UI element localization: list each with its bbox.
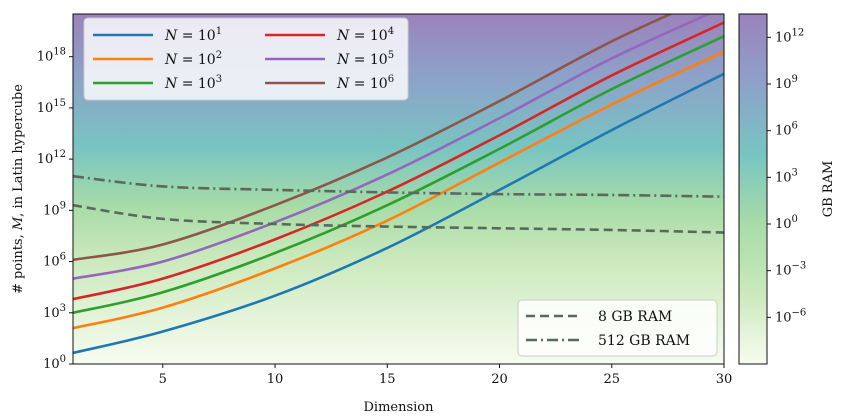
y-tick-label: 103 — [43, 303, 66, 321]
series-line-6 — [73, 14, 674, 262]
series-line-4 — [73, 21, 724, 301]
colorbar-label: GB RAM — [821, 161, 836, 218]
colorbar-tick-label: 100 — [775, 214, 798, 232]
y-tick-label: 1018 — [37, 47, 66, 65]
series-line-7 — [73, 203, 724, 234]
plot-frame — [72, 13, 725, 365]
x-tick-label: 25 — [603, 372, 620, 387]
legend-top-label: N = 101 — [164, 26, 222, 44]
legend-top-label: N = 104 — [336, 26, 394, 44]
legend-top-label: N = 105 — [336, 50, 394, 68]
legend-top-label: N = 102 — [164, 50, 222, 68]
legend-bottom-label: 8 GB RAM — [598, 309, 672, 325]
legend-top: N = 101 N = 102 N = 103 N = 104 N = 105 N = 1… — [83, 17, 409, 101]
legend-top-label: N = 106 — [336, 74, 394, 92]
y-tick-label: 1012 — [37, 149, 66, 167]
x-tick-label: 20 — [491, 372, 508, 387]
series-line-5 — [73, 14, 712, 280]
legend-bottom-label: 512 GB RAM — [598, 333, 690, 349]
y-axis-ticks: 100 103 106 109 1012 1015 1018 — [37, 47, 73, 372]
colorbar-tick-label: 1012 — [775, 27, 804, 45]
y-tick-label: 100 — [43, 354, 66, 372]
legend-top-label: N = 103 — [164, 74, 222, 92]
colorbar-bar — [738, 13, 768, 365]
x-tick-label: 10 — [267, 372, 284, 387]
series-line-8 — [73, 174, 724, 198]
colorbar-tick-label: 109 — [775, 74, 798, 92]
legend-top-box — [83, 17, 409, 101]
series-line-3 — [73, 35, 724, 315]
legend-bottom-box — [517, 299, 718, 357]
x-axis-ticks: 5 10 15 20 25 30 — [159, 364, 733, 387]
colorbar-tick-label: 10−6 — [775, 307, 806, 325]
series-line-1 — [73, 72, 724, 355]
x-axis-label: Dimension — [363, 400, 434, 415]
series-layer — [73, 14, 724, 355]
x-tick-label: 15 — [379, 372, 396, 387]
colorbar-tick-label: 106 — [775, 121, 798, 139]
colorbar-tick-label: 103 — [775, 167, 798, 185]
x-tick-label: 30 — [716, 372, 733, 387]
y-axis-label: # points, M, in Latin hypercube — [11, 84, 26, 294]
colorbar-ticks: 10−6 10−3 100 103 106 109 1012 — [767, 27, 806, 325]
y-tick-label: 1015 — [37, 98, 66, 116]
colorbar: 10−6 10−3 100 103 106 109 1012 GB RAM — [738, 13, 836, 365]
colorbar-tick-label: 10−3 — [775, 261, 806, 279]
y-tick-label: 109 — [43, 200, 66, 218]
x-tick-label: 5 — [159, 372, 167, 387]
y-tick-label: 106 — [43, 252, 66, 270]
series-line-2 — [73, 50, 724, 330]
legend-bottom: 8 GB RAM 512 GB RAM — [517, 299, 718, 357]
